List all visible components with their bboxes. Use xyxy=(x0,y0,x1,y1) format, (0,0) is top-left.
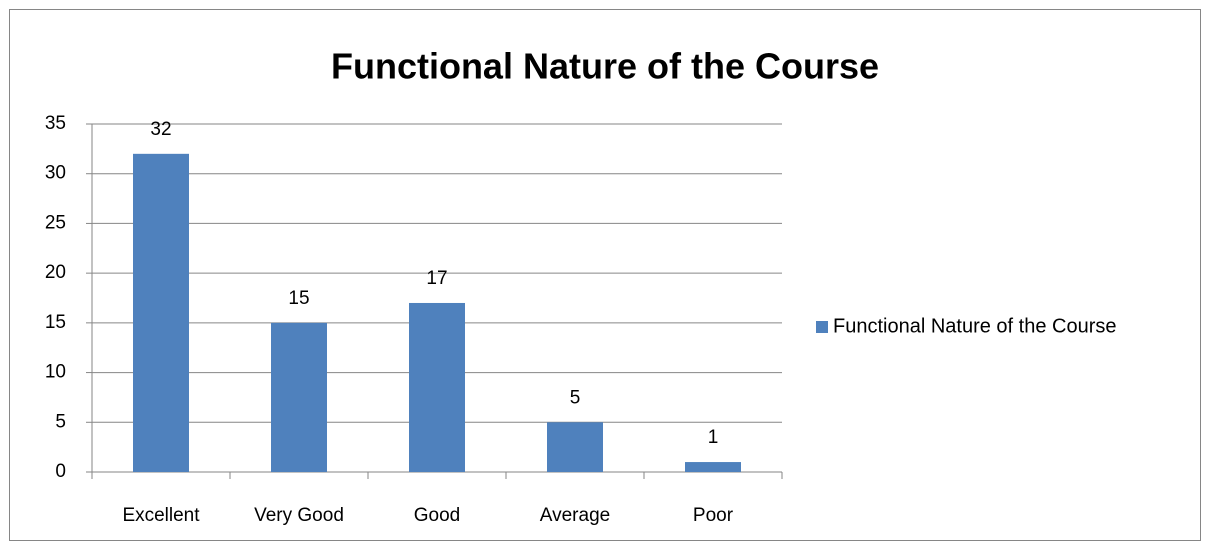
chart-border xyxy=(9,9,1201,541)
legend-swatch xyxy=(816,321,828,333)
data-label: 17 xyxy=(426,268,447,289)
y-tick-label: 30 xyxy=(45,163,66,184)
x-tick-label: Good xyxy=(414,505,460,526)
y-tick-label: 0 xyxy=(55,461,66,482)
bar xyxy=(409,302,465,472)
legend-label: Functional Nature of the Course xyxy=(833,315,1117,337)
y-tick-label: 10 xyxy=(45,362,66,383)
bar xyxy=(271,322,327,472)
x-tick-label: Very Good xyxy=(254,505,344,526)
data-label: 32 xyxy=(150,119,171,140)
x-tick-label: Poor xyxy=(693,505,734,526)
bar xyxy=(133,153,189,473)
bar xyxy=(547,422,603,472)
data-label: 1 xyxy=(708,427,719,448)
y-tick-label: 20 xyxy=(45,262,66,283)
y-tick-label: 35 xyxy=(45,113,66,134)
x-tick-label: Average xyxy=(540,505,610,526)
data-label: 5 xyxy=(570,387,581,408)
y-tick-label: 25 xyxy=(45,212,66,233)
y-tick-label: 15 xyxy=(45,312,66,333)
y-tick-label: 5 xyxy=(55,411,66,432)
x-tick-label: Excellent xyxy=(122,505,200,526)
chart-title: Functional Nature of the Course xyxy=(331,46,879,87)
bar xyxy=(685,462,741,472)
data-label: 15 xyxy=(288,288,309,309)
